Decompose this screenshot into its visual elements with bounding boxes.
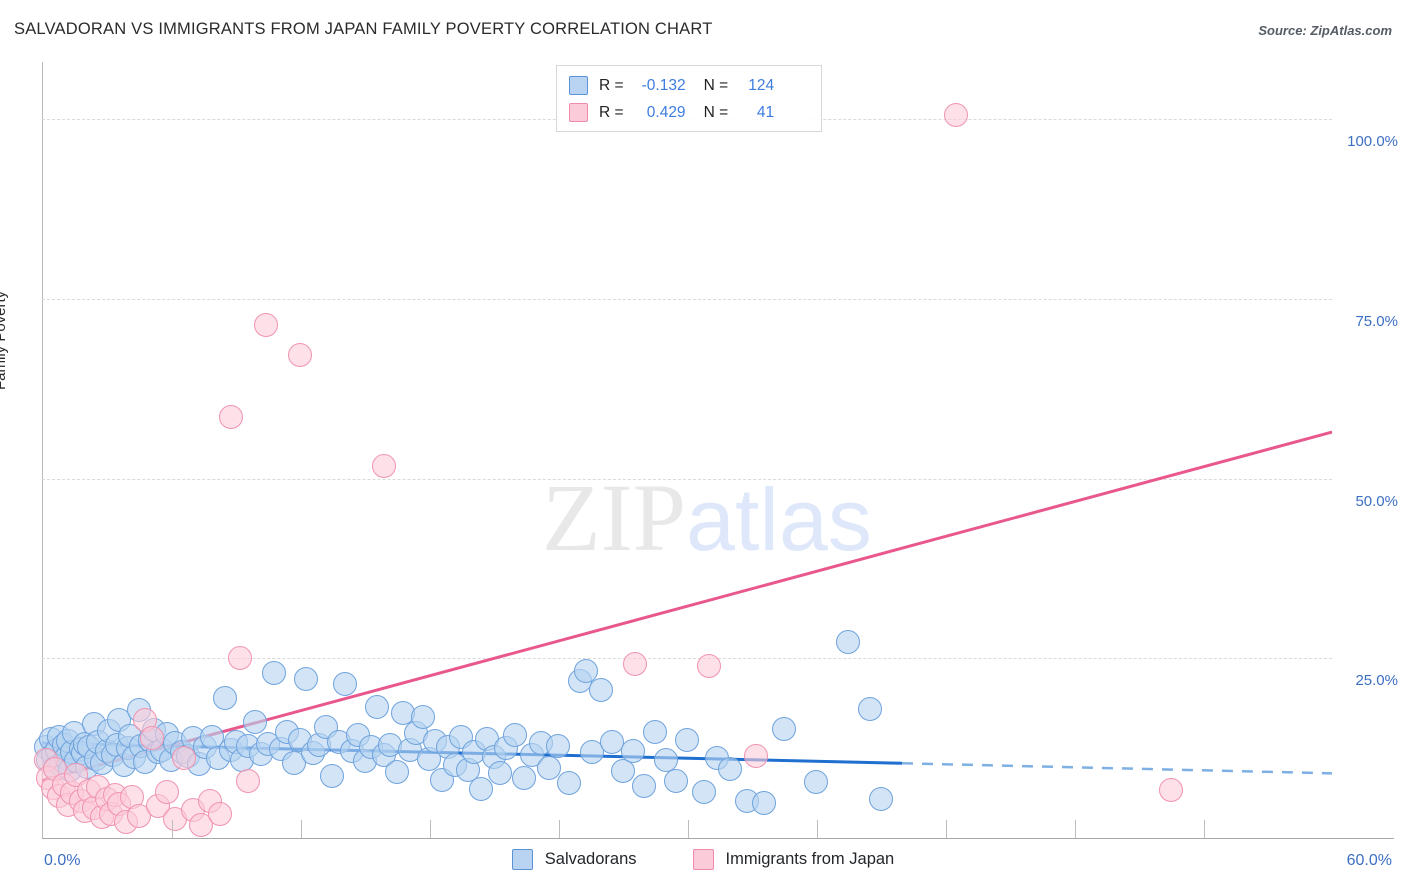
trendlines <box>41 430 1333 782</box>
y-axis-line <box>42 62 43 838</box>
data-point <box>718 757 742 782</box>
data-point <box>664 768 689 793</box>
data-point <box>189 813 214 838</box>
y-tick-label-75: 75.0% <box>1355 313 1398 331</box>
data-point <box>487 761 512 786</box>
data-point <box>752 790 777 815</box>
stats-n-label: N = <box>703 76 729 94</box>
series-legend: Salvadorans Immigrants from Japan <box>0 849 1406 870</box>
plot-area: ZIPatlas <box>34 62 1333 838</box>
data-point <box>599 729 624 754</box>
y-tick-label-100: 100.0% <box>1347 133 1398 151</box>
x-tick-mark <box>817 820 818 838</box>
source-note: Source: ZipAtlas.com <box>1258 23 1392 38</box>
data-point <box>212 685 237 710</box>
stats-r-value: -0.132 <box>641 76 686 94</box>
legend-label: Salvadorans <box>544 850 637 868</box>
data-point <box>511 765 536 790</box>
x-axis-max-label: 60.0% <box>1346 852 1392 869</box>
trendline-projection-salvadorans <box>901 762 1333 775</box>
legend-swatch <box>511 849 533 870</box>
data-point <box>227 645 252 670</box>
data-point <box>139 726 164 751</box>
data-point <box>589 677 613 702</box>
x-tick-mark <box>688 820 689 838</box>
stats-r-label: R = <box>599 103 624 121</box>
page-title: SALVADORAN VS IMMIGRANTS FROM JAPAN FAMI… <box>14 20 713 38</box>
stats-n-label: N = <box>703 103 729 121</box>
x-tick-mark <box>1075 820 1076 838</box>
stats-swatch-pink <box>569 103 588 122</box>
data-point <box>632 774 656 799</box>
data-point <box>743 744 768 769</box>
data-point <box>468 777 493 802</box>
x-tick-mark <box>946 820 947 838</box>
x-tick-mark <box>301 820 302 838</box>
data-point <box>623 652 648 677</box>
x-axis-line <box>42 838 1394 839</box>
data-point <box>537 756 562 781</box>
data-point <box>208 802 233 827</box>
x-axis-min-label: 0.0% <box>44 852 81 869</box>
data-point <box>236 768 261 793</box>
legend-swatch <box>692 849 714 870</box>
data-point <box>642 720 667 745</box>
data-point <box>610 759 635 784</box>
data-point <box>696 653 721 678</box>
data-point <box>320 764 345 789</box>
stats-row-2: R = 0.429 N = 41 <box>569 99 811 126</box>
data-point <box>857 697 882 722</box>
y-tick-label-50: 50.0% <box>1355 492 1398 510</box>
stats-n-value: 124 <box>748 76 775 94</box>
data-point <box>804 769 828 794</box>
data-point <box>371 453 396 478</box>
data-point <box>653 748 678 773</box>
data-point <box>573 658 598 683</box>
data-point <box>692 780 717 804</box>
stats-swatch-blue <box>569 76 588 95</box>
data-point <box>365 695 390 720</box>
y-tick-label-25: 25.0% <box>1355 672 1398 690</box>
data-point <box>1158 777 1183 802</box>
x-tick-mark <box>1204 820 1205 838</box>
data-point <box>546 734 570 759</box>
data-point <box>294 667 319 692</box>
data-point <box>621 739 646 764</box>
data-point <box>836 629 861 654</box>
legend-item-salvadorans[interactable]: Salvadorans <box>511 849 637 870</box>
data-point <box>171 745 196 770</box>
data-point <box>675 728 699 753</box>
data-point <box>262 661 287 686</box>
data-point <box>333 672 358 697</box>
legend-label: Immigrants from Japan <box>725 850 895 868</box>
gridline-75 <box>42 299 1332 301</box>
legend-item-immigrants-from-japan[interactable]: Immigrants from Japan <box>692 849 895 870</box>
data-point <box>288 343 312 368</box>
data-point <box>154 780 179 804</box>
data-point <box>242 709 267 734</box>
stats-r-value: 0.429 <box>646 103 686 121</box>
data-point <box>410 705 435 730</box>
data-point <box>771 716 796 741</box>
data-point <box>384 759 409 784</box>
data-point <box>253 312 278 337</box>
x-tick-mark <box>559 820 560 838</box>
y-axis-title: Family Poverty <box>0 290 9 390</box>
stats-r-label: R = <box>599 76 624 94</box>
stats-row-1: R = -0.132 N = 124 <box>569 72 811 99</box>
stats-n-value: 41 <box>756 103 775 121</box>
data-point <box>219 404 244 429</box>
gridline-50 <box>42 478 1332 480</box>
data-point <box>868 787 893 812</box>
data-point <box>943 103 968 128</box>
data-point <box>556 771 581 796</box>
x-tick-mark <box>430 820 431 838</box>
gridline-25 <box>42 658 1332 660</box>
correlation-stats-box: R = -0.132 N = 124 R = 0.429 N = 41 <box>556 65 822 132</box>
data-point <box>503 722 527 747</box>
x-tick-mark <box>172 820 173 838</box>
